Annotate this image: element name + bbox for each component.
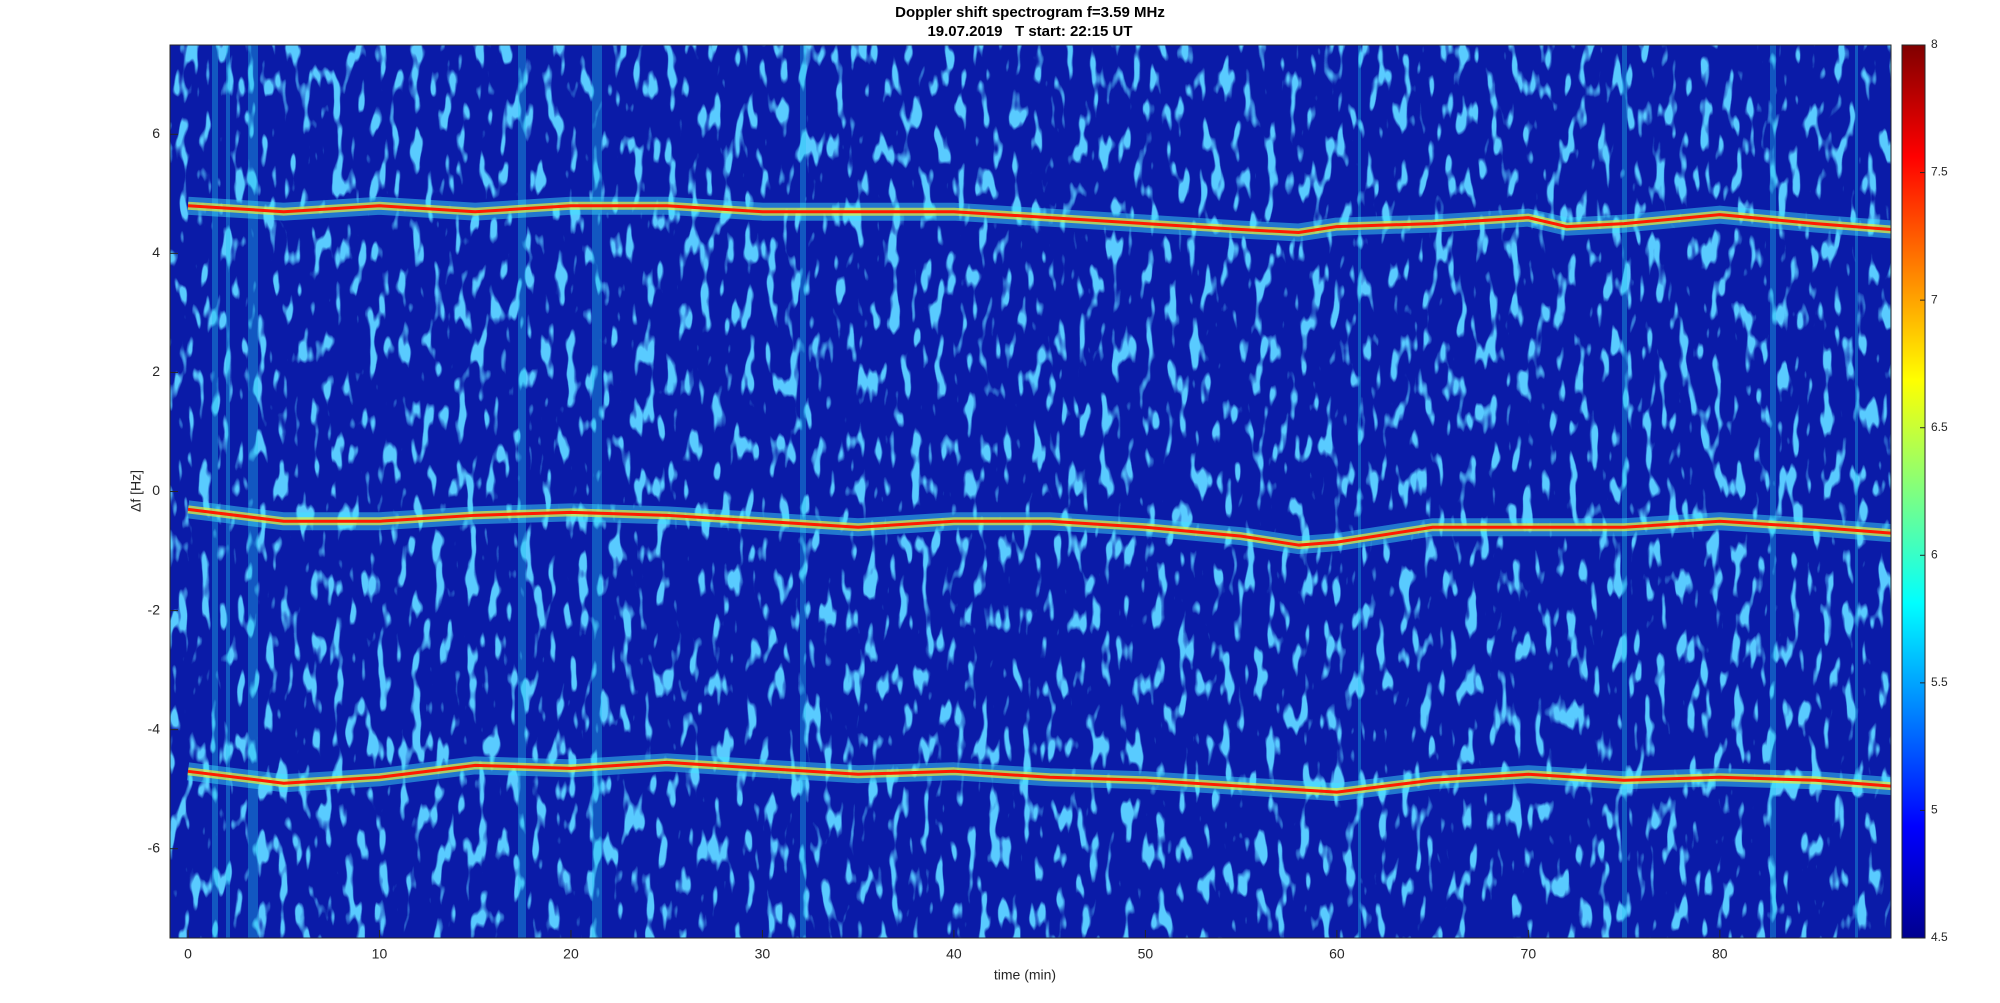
x-tick-label: 40 xyxy=(946,946,962,962)
y-axis-label: Δf [Hz] xyxy=(128,470,144,512)
trace xyxy=(187,204,1891,235)
y-tick-label: -2 xyxy=(148,601,161,617)
colorbar-tick-label: 6 xyxy=(1931,547,1938,561)
x-tick-label: 70 xyxy=(1521,946,1537,962)
noise-texture xyxy=(170,45,1891,938)
x-tick-label: 0 xyxy=(184,946,192,962)
colorbar-tick-label: 7.5 xyxy=(1931,165,1948,179)
trace xyxy=(187,760,1891,794)
colorbar-tick-label: 8 xyxy=(1931,37,1938,51)
chart-subtitle: 19.07.2019 T start: 22:15 UT xyxy=(927,23,1132,40)
x-tick-label: 60 xyxy=(1329,946,1345,962)
x-tick-label: 50 xyxy=(1138,946,1154,962)
plot-background xyxy=(170,45,1891,938)
colorbar-tick-label: 4.5 xyxy=(1931,930,1948,944)
colorbar-tick-label: 7 xyxy=(1931,292,1938,306)
colorbar xyxy=(1901,44,1926,939)
y-tick-label: 6 xyxy=(152,125,160,141)
x-axis-label: time (min) xyxy=(994,967,1056,983)
colorbar-tick-label: 5 xyxy=(1931,803,1938,817)
x-tick-label: 80 xyxy=(1712,946,1728,962)
y-tick-label: 2 xyxy=(152,363,160,379)
x-tick-label: 20 xyxy=(563,946,579,962)
y-tick-label: -4 xyxy=(148,720,161,736)
x-tick-label: 30 xyxy=(755,946,771,962)
chart-title: Doppler shift spectrogram f=3.59 MHz xyxy=(895,4,1165,21)
x-tick-label: 10 xyxy=(372,946,388,962)
traces xyxy=(186,196,1891,802)
y-tick-label: 4 xyxy=(152,244,160,260)
y-tick-label: -6 xyxy=(148,839,161,855)
colorbar-tick-label: 5.5 xyxy=(1931,675,1948,689)
interference-stripes xyxy=(212,45,1858,938)
colorbar-tick-label: 6.5 xyxy=(1931,420,1948,434)
trace xyxy=(187,507,1891,547)
y-tick-label: 0 xyxy=(152,482,160,498)
